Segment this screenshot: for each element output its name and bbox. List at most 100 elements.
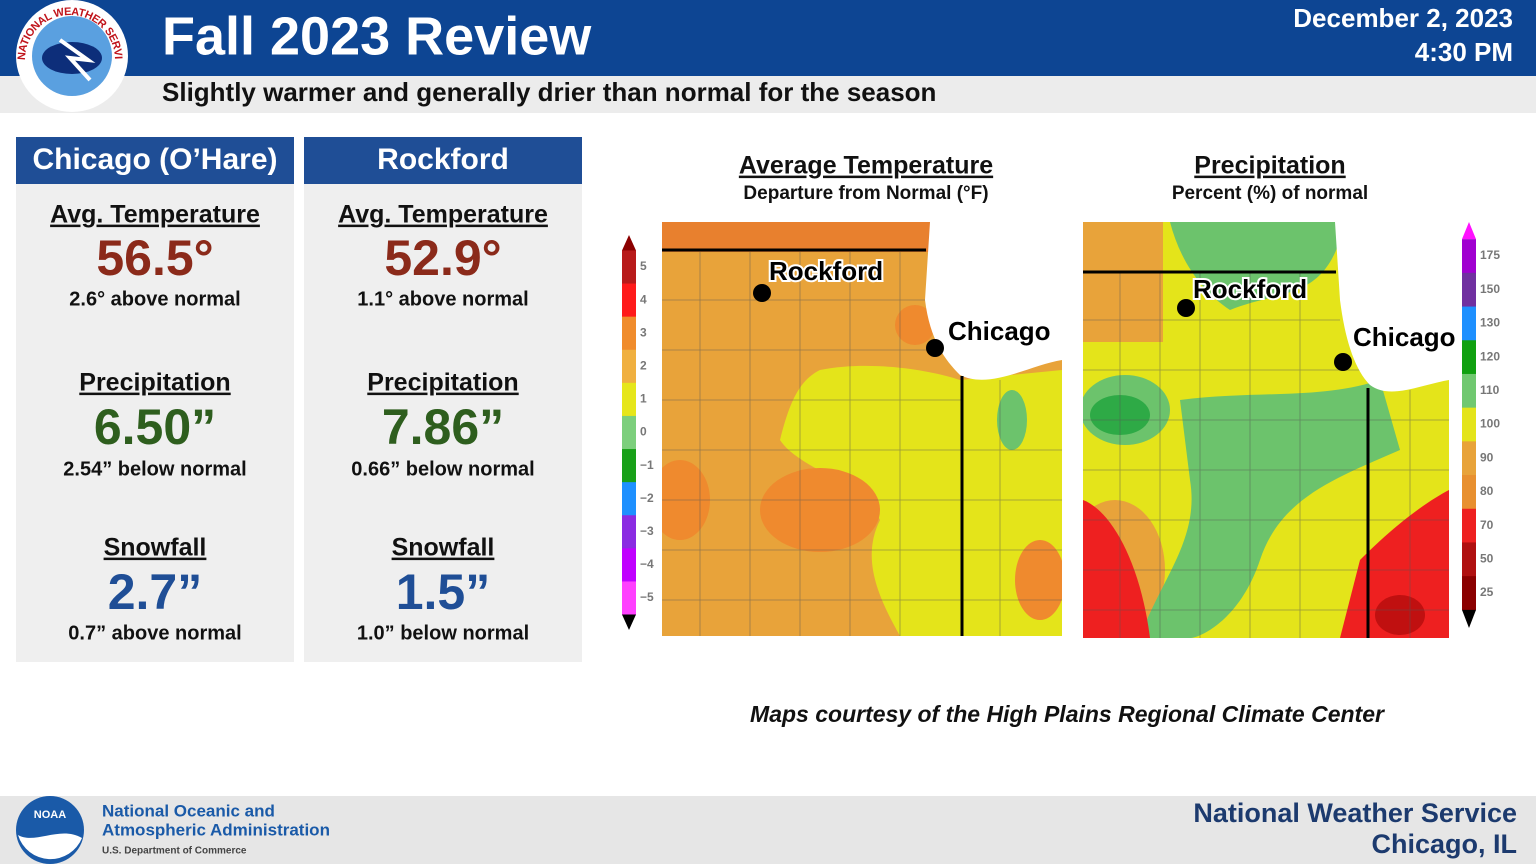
city-label: Chicago <box>1353 322 1456 352</box>
city-dot <box>926 339 944 357</box>
map-credit: Maps courtesy of the High Plains Regiona… <box>750 701 1385 727</box>
stat-value: 2.7” <box>108 564 203 620</box>
legend-label: 70 <box>1480 518 1494 532</box>
legend-bin <box>622 581 636 616</box>
station-panel <box>16 137 294 662</box>
legend-label: 100 <box>1480 417 1500 431</box>
legend-label: −1 <box>640 458 654 472</box>
map-title: Precipitation <box>1194 152 1345 180</box>
department: U.S. Department of Commerce <box>102 846 247 857</box>
legend-label: 25 <box>1480 585 1494 599</box>
stat-heading: Snowfall <box>392 534 495 562</box>
legend-arrow <box>622 235 636 251</box>
map-title: Average Temperature <box>739 152 993 180</box>
time: 4:30 PM <box>1415 37 1513 67</box>
noaa-logo-text: NOAA <box>34 809 66 821</box>
legend-bin <box>622 283 636 318</box>
date: December 2, 2023 <box>1293 3 1513 33</box>
office-name: National Weather Service <box>1193 798 1517 828</box>
station-header <box>304 137 582 184</box>
stat-value: 1.5” <box>396 564 491 620</box>
city-dot <box>1177 299 1195 317</box>
stat-value: 56.5° <box>96 230 213 286</box>
legend-arrow <box>622 614 636 630</box>
legend-label: −5 <box>640 590 654 604</box>
legend-label: 120 <box>1480 349 1500 363</box>
legend-arrow <box>1462 222 1476 240</box>
noaa-logo: NOAA <box>16 796 84 864</box>
legend-bin <box>1462 576 1476 611</box>
legend-label: 5 <box>640 259 647 273</box>
stat-heading: Precipitation <box>367 369 518 397</box>
legend-bin <box>622 449 636 483</box>
stat-heading: Avg. Temperature <box>50 201 260 229</box>
legend-bin <box>1462 373 1476 409</box>
legend-bin <box>1462 441 1476 476</box>
agency-name: Atmospheric Administration <box>102 820 330 839</box>
legend-bin <box>1462 508 1476 543</box>
map-subtitle: Departure from Normal (°F) <box>743 183 988 204</box>
city-label: Rockford <box>1193 274 1307 304</box>
title: Fall 2023 Review <box>162 6 592 66</box>
legend-bin <box>1462 542 1476 577</box>
city-label: Rockford <box>769 256 883 286</box>
stat-note: 1.0” below normal <box>357 622 529 644</box>
legend-label: 3 <box>640 325 647 339</box>
city-dot <box>1334 353 1352 371</box>
legend-label: 175 <box>1480 248 1500 262</box>
stat-note: 0.7” above normal <box>68 622 241 644</box>
agency-name: National Oceanic and <box>102 801 275 820</box>
legend-bin <box>622 382 636 417</box>
station-panel <box>304 137 582 662</box>
stat-note: 2.6° above normal <box>69 288 240 310</box>
legend-label: 50 <box>1480 551 1494 565</box>
legend-bin <box>622 349 636 384</box>
precipitation-map <box>1083 222 1449 638</box>
legend-bin <box>622 482 636 516</box>
city-label: Chicago <box>948 316 1051 346</box>
legend-arrow <box>1462 609 1476 628</box>
subtitle-bar <box>0 76 1536 113</box>
map-subtitle: Percent (%) of normal <box>1172 183 1368 204</box>
office-location: Chicago, IL <box>1371 829 1517 859</box>
stat-heading: Avg. Temperature <box>338 201 548 229</box>
legend-bin <box>622 515 636 549</box>
legend-bin <box>1462 340 1476 375</box>
legend-label: 110 <box>1480 383 1500 397</box>
legend-label: 4 <box>640 292 647 306</box>
header-bar <box>0 0 1536 76</box>
stat-value: 6.50” <box>94 399 216 455</box>
stat-heading: Precipitation <box>79 369 230 397</box>
station-header <box>16 137 294 184</box>
legend-label: 150 <box>1480 282 1500 296</box>
city-dot <box>753 284 771 302</box>
subtitle: Slightly warmer and generally drier than… <box>162 77 936 107</box>
legend-label: 1 <box>640 392 647 406</box>
station-name: Rockford <box>377 143 509 176</box>
nws-logo: NATIONAL WEATHER SERVICE <box>0 0 128 112</box>
legend-label: 130 <box>1480 316 1500 330</box>
footer-bar <box>0 796 1536 864</box>
legend-bin <box>1462 306 1476 341</box>
legend-label: −4 <box>640 557 654 571</box>
legend-label: 90 <box>1480 450 1494 464</box>
legend-label: −2 <box>640 491 654 505</box>
legend-bin <box>622 316 636 351</box>
stat-heading: Snowfall <box>104 534 207 562</box>
stat-note: 0.66” below normal <box>351 458 534 480</box>
legend-bin <box>1462 475 1476 510</box>
station-name: Chicago (O’Hare) <box>32 143 277 176</box>
stat-note: 1.1° above normal <box>357 288 528 310</box>
legend-bin <box>622 415 636 450</box>
legend-label: 80 <box>1480 484 1494 498</box>
legend-bin <box>622 250 636 285</box>
legend-label: 0 <box>640 425 647 439</box>
temperature-map <box>662 222 1062 636</box>
stat-value: 7.86” <box>382 399 504 455</box>
stat-value: 52.9° <box>384 230 501 286</box>
legend-label: −3 <box>640 524 654 538</box>
legend-label: 2 <box>640 358 647 372</box>
legend-bin <box>1462 239 1476 274</box>
stat-note: 2.54” below normal <box>63 458 246 480</box>
